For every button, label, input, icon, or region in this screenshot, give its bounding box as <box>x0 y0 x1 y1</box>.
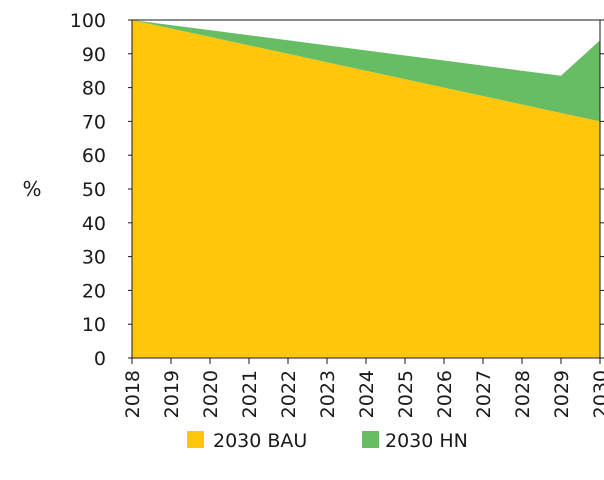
y-tick-label: 40 <box>82 213 106 235</box>
y-axis-ticks: 0 10 20 30 40 50 60 70 80 90 100 <box>70 10 604 370</box>
x-tick-label: 2023 <box>317 370 339 418</box>
y-tick-label: 0 <box>94 348 106 370</box>
y-axis-label: % <box>22 177 41 201</box>
y-tick-label: 20 <box>82 280 106 302</box>
area-series-0 <box>132 20 600 358</box>
area-series-1 <box>132 20 600 122</box>
y-tick-label: 70 <box>82 111 106 133</box>
legend-label-bau: 2030 BAU <box>213 430 307 452</box>
y-tick-label: 30 <box>82 247 106 269</box>
legend-label-hn: 2030 HN <box>385 430 468 452</box>
legend-swatch-bau <box>187 431 204 448</box>
x-tick-label: 2025 <box>395 370 417 418</box>
x-tick-label: 2029 <box>551 370 573 418</box>
x-tick-label: 2022 <box>278 370 300 418</box>
legend: 2030 BAU 2030 HN <box>187 430 468 452</box>
x-tick-label: 2020 <box>200 370 222 418</box>
legend-swatch-hn <box>362 431 379 448</box>
x-tick-label: 2019 <box>161 370 183 418</box>
x-tick-label: 2027 <box>473 370 495 418</box>
x-tick-label: 2018 <box>122 370 144 418</box>
y-tick-label: 50 <box>82 179 106 201</box>
y-tick-label: 60 <box>82 145 106 167</box>
y-tick-label: 90 <box>82 44 106 66</box>
y-tick-label: 10 <box>82 314 106 336</box>
y-tick-label: 100 <box>70 10 106 32</box>
x-tick-label: 2028 <box>512 370 534 418</box>
chart-areas <box>132 20 600 358</box>
x-axis-ticks: 2018 2019 2020 2021 2022 2023 2024 2025 2026 2027… <box>122 358 604 418</box>
y-tick-label: 80 <box>82 78 106 100</box>
x-tick-label: 2024 <box>356 370 378 418</box>
x-tick-label: 2030 <box>590 370 604 418</box>
x-tick-label: 2026 <box>434 370 456 418</box>
x-tick-label: 2021 <box>239 370 261 418</box>
